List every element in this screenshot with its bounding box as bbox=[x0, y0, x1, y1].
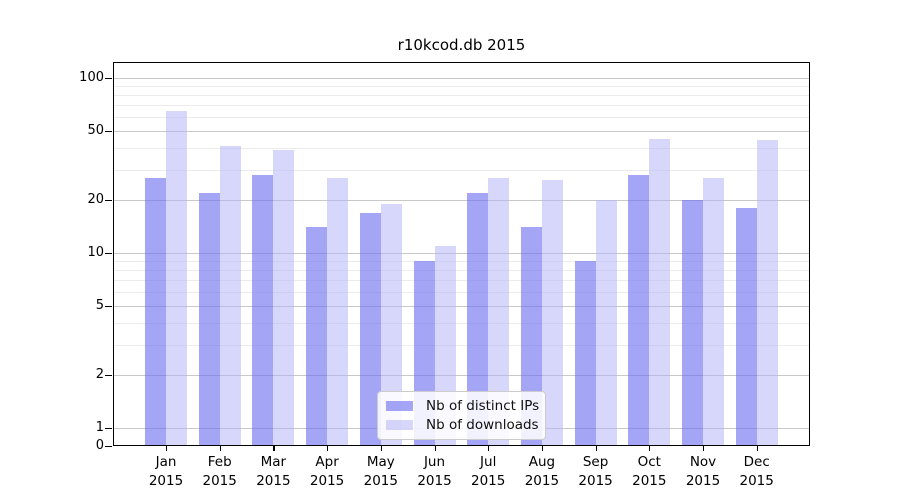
y-tick-1 bbox=[105, 428, 112, 430]
gridline-minor-8 bbox=[114, 270, 809, 271]
plot-area bbox=[113, 62, 810, 446]
y-tick-5 bbox=[105, 305, 112, 307]
gridline-minor-60 bbox=[114, 116, 809, 118]
gridline-minor-4 bbox=[114, 322, 809, 324]
bar-downloads-aug bbox=[541, 180, 563, 446]
bar-downloads-apr bbox=[327, 177, 349, 446]
x-tick-label-nov: Nov 2015 bbox=[685, 454, 721, 489]
y-tick-50 bbox=[105, 130, 112, 132]
x-tick-label-oct: Oct 2015 bbox=[632, 454, 667, 489]
x-tick-jan bbox=[166, 446, 168, 451]
legend-label-downloads: Nb of downloads bbox=[426, 417, 539, 433]
bar-distinct-ips-sep bbox=[574, 261, 596, 446]
x-tick-feb bbox=[219, 446, 221, 451]
x-tick-label-sep: Sep 2015 bbox=[578, 454, 613, 489]
bar-downloads-sep bbox=[595, 200, 617, 446]
y-tick-label-100: 100 bbox=[79, 70, 104, 85]
y-tick-label-2: 2 bbox=[95, 367, 104, 383]
y-tick-20 bbox=[105, 200, 112, 202]
gridline-minor-90 bbox=[114, 86, 809, 87]
bar-distinct-ips-feb bbox=[198, 193, 220, 446]
bar-distinct-ips-jul bbox=[467, 193, 489, 446]
bar-distinct-ips-jan bbox=[145, 177, 166, 446]
x-tick-label-feb: Feb 2015 bbox=[202, 454, 237, 489]
legend-entry-downloads: Nb of downloads bbox=[386, 417, 539, 433]
legend-label-distinct-ips: Nb of distinct IPs bbox=[426, 398, 540, 414]
gridline-minor-7 bbox=[114, 280, 809, 282]
x-tick-label-jul: Jul 2015 bbox=[471, 454, 506, 489]
gridline-minor-80 bbox=[114, 95, 809, 96]
bar-downloads-jan bbox=[166, 110, 187, 446]
y-tick-label-50: 50 bbox=[87, 122, 104, 138]
x-tick-label-jan: Jan 2015 bbox=[148, 454, 184, 489]
bar-downloads-oct bbox=[649, 138, 671, 446]
bar-distinct-ips-dec bbox=[735, 208, 757, 446]
y-tick-2 bbox=[105, 375, 112, 377]
x-tick-oct bbox=[649, 446, 651, 451]
bar-distinct-ips-nov bbox=[682, 200, 703, 446]
y-tick-100 bbox=[105, 78, 112, 80]
x-tick-may bbox=[380, 446, 382, 451]
x-tick-label-dec: Dec 2015 bbox=[739, 454, 774, 489]
y-tick-label-1: 1 bbox=[95, 420, 104, 435]
legend: Nb of distinct IPs Nb of downloads bbox=[377, 391, 546, 440]
gridline-minor-6 bbox=[114, 291, 809, 293]
bar-distinct-ips-apr bbox=[306, 227, 328, 446]
legend-swatch-downloads bbox=[386, 420, 413, 430]
y-tick-10 bbox=[105, 253, 112, 255]
gridline-major-50 bbox=[114, 130, 809, 132]
gridline-minor-3 bbox=[114, 344, 809, 346]
gridline-minor-30 bbox=[114, 169, 809, 171]
y-tick-label-10: 10 bbox=[87, 245, 104, 260]
bar-downloads-dec bbox=[756, 140, 778, 446]
chart-title: r10kcod.db 2015 bbox=[397, 36, 526, 54]
bar-downloads-jul bbox=[488, 177, 510, 446]
bar-downloads-mar bbox=[273, 149, 295, 446]
y-tick-0 bbox=[105, 446, 112, 448]
y-tick-label-20: 20 bbox=[87, 192, 104, 208]
gridline-major-5 bbox=[114, 305, 809, 307]
bar-downloads-may bbox=[380, 204, 402, 446]
legend-entry-distinct-ips: Nb of distinct IPs bbox=[386, 398, 539, 414]
gridline-major-100 bbox=[114, 78, 809, 79]
bar-distinct-ips-may bbox=[359, 212, 381, 446]
x-tick-jun bbox=[434, 446, 436, 451]
x-tick-nov bbox=[703, 446, 705, 451]
bar-distinct-ips-mar bbox=[252, 174, 274, 446]
gridline-major-20 bbox=[114, 200, 809, 202]
bar-downloads-feb bbox=[219, 145, 241, 446]
gridline-minor-70 bbox=[114, 105, 809, 107]
x-tick-sep bbox=[595, 446, 597, 451]
x-tick-label-aug: Aug 2015 bbox=[524, 454, 560, 489]
legend-swatch-distinct-ips bbox=[386, 401, 413, 411]
gridline-minor-40 bbox=[114, 147, 809, 149]
x-tick-mar bbox=[273, 446, 275, 451]
bar-downloads-nov bbox=[703, 177, 724, 446]
x-tick-dec bbox=[756, 446, 758, 451]
gridline-major-10 bbox=[114, 253, 809, 254]
y-tick-label-5: 5 bbox=[95, 297, 104, 313]
x-tick-label-may: May 2015 bbox=[363, 454, 398, 489]
x-tick-label-mar: Mar 2015 bbox=[256, 454, 291, 489]
gridline-minor-9 bbox=[114, 261, 809, 262]
x-tick-apr bbox=[327, 446, 329, 451]
x-tick-label-apr: Apr 2015 bbox=[309, 454, 345, 489]
gridline-major-2 bbox=[114, 375, 809, 377]
x-tick-label-jun: Jun 2015 bbox=[417, 454, 452, 489]
x-tick-jul bbox=[488, 446, 490, 451]
y-tick-label-0: 0 bbox=[95, 438, 104, 453]
x-tick-aug bbox=[541, 446, 544, 451]
bar-distinct-ips-oct bbox=[628, 174, 650, 446]
